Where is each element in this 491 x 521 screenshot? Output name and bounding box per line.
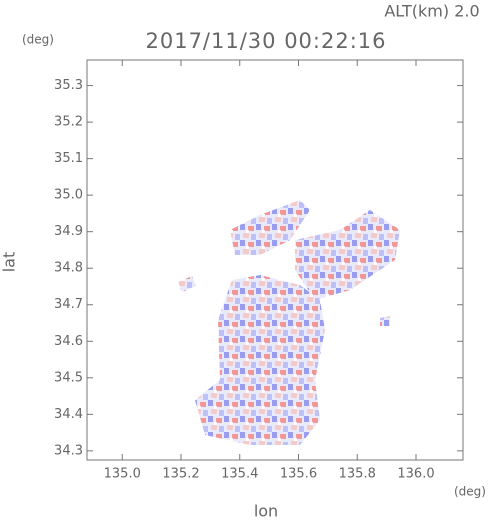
echo-field (178, 200, 400, 445)
y-tick-label: 35.2 (54, 115, 83, 130)
y-tick-label: 34.4 (54, 407, 83, 422)
x-tick-label: 136.0 (397, 467, 434, 482)
altitude-label: ALT(km) 2.0 (384, 2, 479, 21)
x-tick-label: 135.0 (104, 467, 141, 482)
y-tick-label: 34.7 (54, 297, 83, 312)
y-tick-label: 35.0 (54, 188, 83, 203)
y-tick-label: 34.6 (54, 334, 83, 349)
echo-region (230, 200, 310, 255)
y-tick-label: 35.3 (54, 78, 83, 93)
x-tick-label: 135.2 (162, 467, 199, 482)
chart-title: 2017/11/30 00:22:16 (145, 29, 386, 53)
x-axis-label: lon (254, 502, 278, 521)
y-tick-label: 35.1 (54, 151, 83, 166)
x-unit: (deg) (454, 485, 486, 499)
echo-region (195, 275, 325, 445)
y-unit: (deg) (22, 33, 54, 47)
y-tick-label: 34.9 (54, 224, 83, 239)
x-tick-label: 135.8 (339, 467, 376, 482)
y-axis-label: lat (0, 252, 19, 273)
echo-region (178, 276, 196, 292)
x-tick-label: 135.4 (221, 467, 258, 482)
y-tick-label: 34.3 (54, 443, 83, 458)
x-tick-label: 135.6 (280, 467, 317, 482)
y-tick-label: 34.8 (54, 261, 83, 276)
echo-region (295, 210, 400, 300)
plot-frame (86, 59, 464, 461)
echo-region (380, 316, 390, 326)
y-tick-label: 34.5 (54, 370, 83, 385)
